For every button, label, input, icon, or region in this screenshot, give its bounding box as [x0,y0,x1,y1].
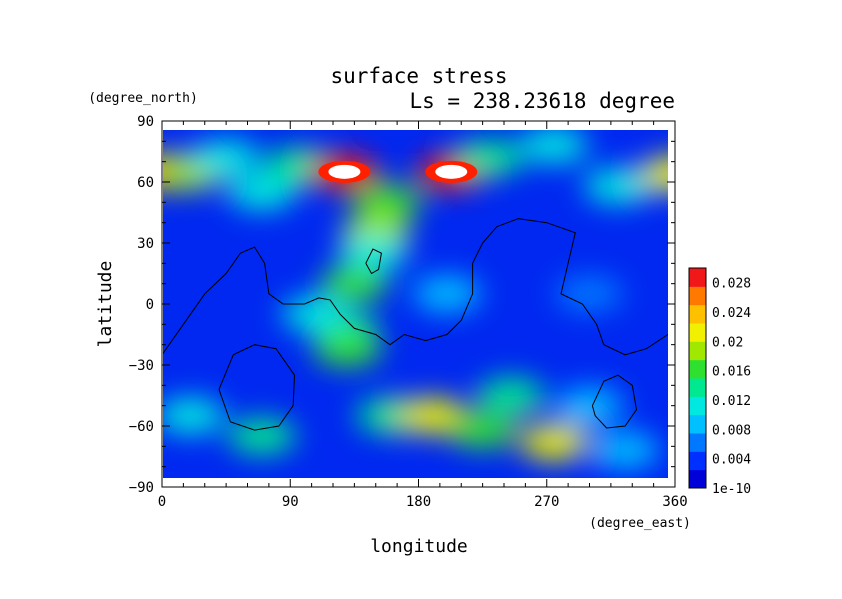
x-axis-label: longitude [370,536,468,557]
colorbar-swatch [689,304,706,324]
y-tick-label: −60 [129,419,154,435]
stress-region [641,156,668,192]
colorbar-swatch [689,378,706,397]
colorbar-label: 1e-10 [712,482,751,497]
stress-region [398,397,467,434]
colorbar-swatch [689,323,706,342]
x-tick-label: 0 [158,494,166,510]
stress-region [227,174,296,211]
contour-line [163,218,668,356]
stress-region [555,387,624,424]
stress-region [227,418,296,455]
y-tick-label: −30 [129,358,154,374]
stress-peak-saturated [328,164,361,179]
contour-line [365,248,382,275]
stress-region [519,130,588,164]
colorbar-swatch [689,433,706,452]
y-unit-label: (degree_north) [88,91,198,106]
colorbar-label: 0.004 [712,453,751,468]
y-tick-label: −90 [129,480,154,496]
topography-contours [163,218,668,431]
x-tick-label: 90 [282,494,299,510]
stress-region [338,235,407,272]
stress-region [555,275,624,312]
colorbar-label: 0.024 [712,306,751,321]
colorbar-swatch [689,359,706,379]
y-axis-label: latitude [95,261,116,348]
stress-region [163,397,225,434]
stress-region [519,424,588,461]
y-tick-label: 90 [137,114,154,130]
colorbar-swatch [689,469,706,489]
colorbar-swatch [689,268,706,287]
stress-region [413,275,481,312]
stress-field [163,130,668,478]
y-tick-label: 60 [137,175,154,191]
stress-region [313,330,382,367]
colorbar-swatch [689,451,706,471]
colorbar-label: 0.028 [712,277,751,292]
contour-line [591,374,638,429]
stress-region [320,265,389,302]
colorbar-label: 0.016 [712,365,751,380]
colorbar-swatch [689,414,706,434]
colorbar-swatch [689,286,706,306]
y-tick-label: 30 [137,236,154,252]
y-tick-label: 0 [146,297,154,313]
stress-region [353,184,422,221]
stress-region [192,139,261,176]
stress-region [281,296,350,333]
colorbar-label: 0.02 [712,335,743,350]
stress-region [584,168,652,205]
colorbar-frame [688,267,707,489]
stress-region [477,377,546,414]
x-tick-label: 270 [534,494,559,510]
contour-line [218,344,296,431]
x-unit-label: (degree_east) [589,516,691,531]
x-tick-label: 180 [406,494,431,510]
colorbar-label: 0.008 [712,423,751,438]
colorbar-swatch [689,341,706,361]
colorbar-swatch [689,396,706,416]
colorbar: 0.028 0.024 0.02 0.016 0.012 0.008 0.004 1e-10 [688,267,751,497]
stress-region [591,432,660,469]
stress-peak-saturated [435,164,468,179]
chart-subtitle: Ls = 238.23618 degree [409,89,675,113]
stress-region [448,412,517,449]
x-tick-label: 360 [662,494,687,510]
chart-title: surface stress [330,64,507,88]
colorbar-label: 0.012 [712,394,751,409]
